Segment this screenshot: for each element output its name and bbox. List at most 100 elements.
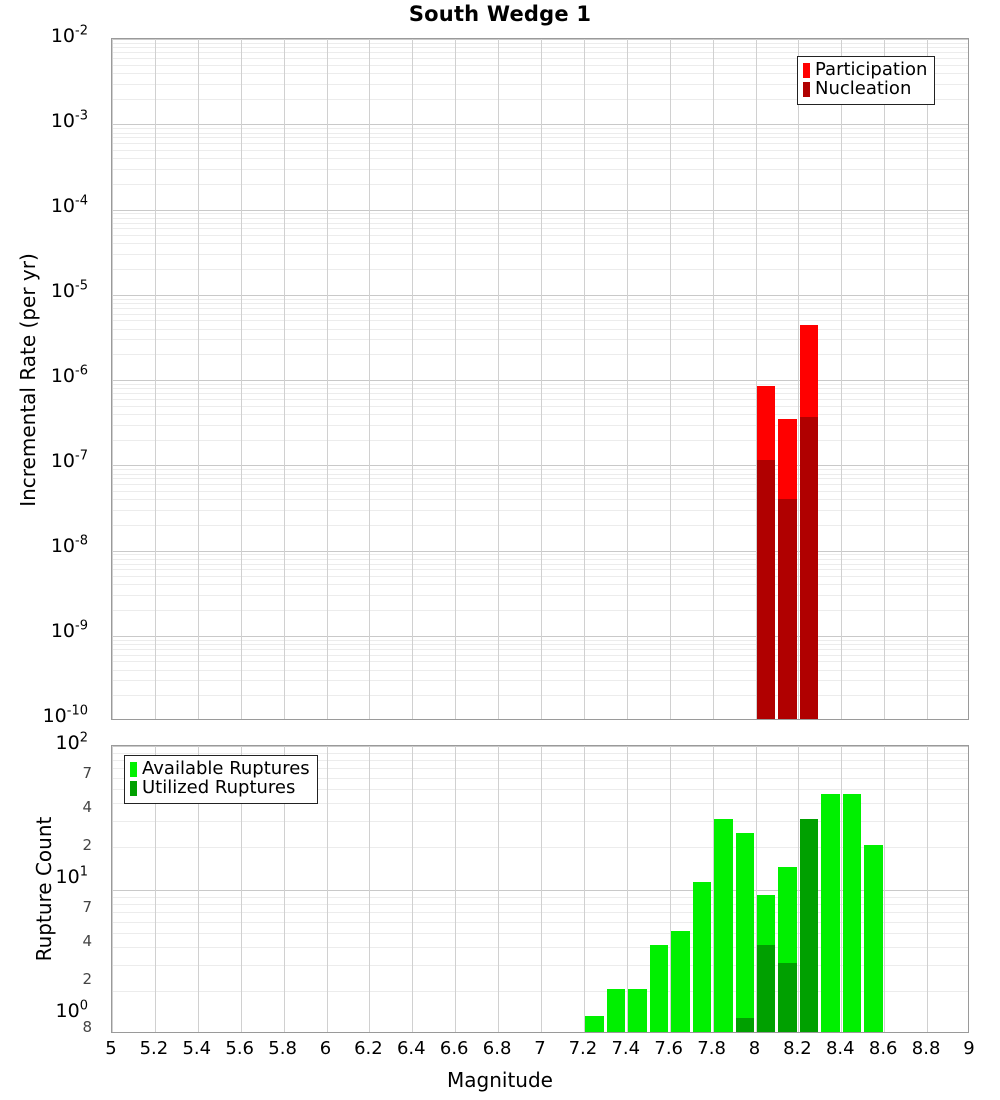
x-tick-label: 5 xyxy=(105,1038,117,1059)
grid-line-vertical xyxy=(669,746,671,1032)
grid-line-vertical xyxy=(626,39,628,719)
bar-utilized xyxy=(757,945,776,1032)
grid-line-minor xyxy=(112,98,968,100)
x-tick-label: 8.2 xyxy=(783,1038,812,1059)
ytick-1e-9: 10-9 xyxy=(50,618,88,642)
grid-line-minor xyxy=(112,313,968,315)
grid-line-minor xyxy=(112,777,968,779)
grid-line-minor xyxy=(112,439,968,441)
grid-line-vertical xyxy=(541,746,542,1032)
grid-line-minor xyxy=(112,912,968,914)
grid-line-minor xyxy=(112,52,968,54)
grid-line-minor xyxy=(112,388,968,390)
grid-line-minor xyxy=(112,469,968,471)
grid-line-vertical xyxy=(369,39,371,719)
grid-line-minor xyxy=(112,821,968,823)
ytick-1e-6: 10-6 xyxy=(50,363,88,387)
x-tick-label: 8.6 xyxy=(868,1038,898,1059)
grid-line-minor xyxy=(112,947,968,949)
grid-line-minor xyxy=(112,57,968,59)
bar-available xyxy=(671,931,690,1032)
grid-line-minor xyxy=(112,158,968,160)
x-tick-label: 6.8 xyxy=(482,1038,512,1059)
ytick-1e-7: 10-7 xyxy=(50,448,88,472)
grid-line-vertical xyxy=(798,746,800,1032)
grid-line-minor xyxy=(112,484,968,486)
x-tick-label: 5.6 xyxy=(225,1038,255,1059)
grid-line-vertical xyxy=(841,746,843,1032)
ytick-1e-8: 10-8 xyxy=(50,533,88,557)
grid-line-major xyxy=(112,635,968,637)
incremental-rate-plot xyxy=(111,38,969,720)
grid-line-vertical xyxy=(884,746,886,1032)
bar-nucleation xyxy=(778,499,797,719)
grid-line-vertical xyxy=(626,746,628,1032)
grid-line-vertical xyxy=(455,746,457,1032)
grid-line-minor xyxy=(112,168,968,170)
bar-available xyxy=(606,988,626,1032)
grid-line-minor xyxy=(112,563,968,565)
ytick-minor-40: 4 xyxy=(82,798,92,816)
grid-line-minor xyxy=(112,669,968,671)
grid-line-minor xyxy=(112,42,968,44)
grid-line-vertical xyxy=(927,746,929,1032)
grid-line-minor xyxy=(112,398,968,400)
grid-line-vertical xyxy=(712,39,714,719)
grid-line-vertical xyxy=(927,39,929,719)
grid-line-minor xyxy=(112,269,968,271)
utilized-ruptures-swatch xyxy=(130,780,137,796)
bar-utilized xyxy=(735,1018,754,1032)
ytick-1e0: 100 xyxy=(55,998,88,1022)
ytick-1e-4: 10-4 xyxy=(50,193,88,217)
grid-line-vertical xyxy=(112,746,113,1032)
grid-line-vertical xyxy=(154,39,156,719)
grid-line-minor xyxy=(112,554,968,556)
grid-line-minor xyxy=(112,921,968,923)
grid-line-vertical xyxy=(498,746,500,1032)
grid-line-minor xyxy=(112,933,968,935)
grid-line-vertical xyxy=(197,746,199,1032)
x-tick-label: 8.4 xyxy=(825,1038,855,1059)
grid-line-minor xyxy=(112,576,968,578)
ytick-minor-4: 4 xyxy=(82,932,92,950)
x-tick-label: 8 xyxy=(748,1038,761,1059)
ytick-1e-5: 10-5 xyxy=(50,278,88,302)
legend-item-participation: Participation xyxy=(803,60,927,80)
grid-line-major xyxy=(112,209,968,211)
grid-line-minor xyxy=(112,254,968,256)
grid-line-minor xyxy=(112,490,968,492)
x-tick-label: 6.4 xyxy=(396,1038,426,1059)
grid-line-minor xyxy=(112,354,968,356)
grid-line-minor xyxy=(112,661,968,663)
grid-line-minor xyxy=(112,83,968,85)
grid-line-vertical xyxy=(283,39,285,719)
grid-line-minor xyxy=(112,320,968,322)
ytick-1e-10: 10-10 xyxy=(42,703,88,727)
grid-line-vertical xyxy=(326,746,328,1032)
grid-line-minor xyxy=(112,478,968,480)
grid-line-minor xyxy=(112,413,968,415)
grid-line-minor xyxy=(112,896,968,898)
grid-line-vertical xyxy=(669,39,671,719)
grid-line-minor xyxy=(112,648,968,650)
bar-available xyxy=(735,833,754,1032)
grid-line-minor xyxy=(112,143,968,145)
grid-line-minor xyxy=(112,695,968,697)
legend-label-nucleation: Nucleation xyxy=(815,77,912,99)
grid-line-major xyxy=(112,890,968,891)
grid-line-minor xyxy=(112,595,968,597)
grid-line-vertical xyxy=(884,39,886,719)
grid-line-minor xyxy=(112,383,968,385)
grid-line-vertical xyxy=(197,39,199,719)
grid-line-minor xyxy=(112,509,968,511)
x-tick-label: 7.4 xyxy=(611,1038,641,1059)
ytick-minor-7: 7 xyxy=(82,898,92,916)
grid-line-major xyxy=(112,124,968,126)
bottom-plot-legend: Available Ruptures Utilized Ruptures xyxy=(124,755,318,804)
legend-label-available-ruptures: Available Ruptures xyxy=(142,758,310,779)
grid-line-minor xyxy=(112,298,968,300)
grid-line-minor xyxy=(112,610,968,612)
grid-line-vertical xyxy=(498,39,500,719)
grid-line-minor xyxy=(112,680,968,682)
legend-item-nucleation: Nucleation xyxy=(803,77,927,99)
